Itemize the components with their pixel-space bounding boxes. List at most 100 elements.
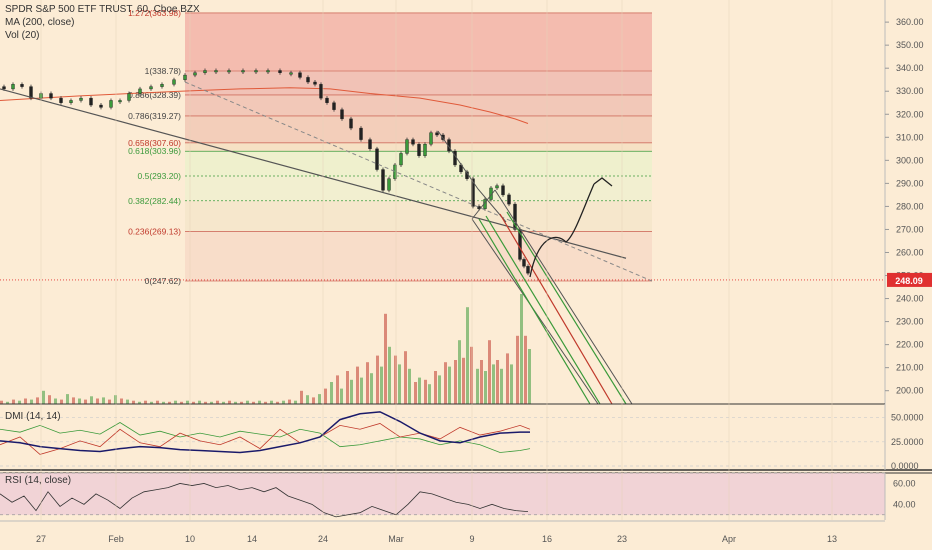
volume-bar: [306, 395, 309, 404]
volume-bar: [72, 397, 75, 404]
volume-bar: [480, 360, 483, 404]
volume-bar: [324, 388, 327, 404]
volume-bar: [138, 401, 141, 404]
price-axis-label: 290.00: [896, 178, 924, 188]
candle-body: [405, 139, 409, 154]
adx-line: [0, 411, 530, 454]
time-axis-label: 23: [617, 534, 627, 544]
time-axis-label: 9: [469, 534, 474, 544]
price-axis-label: 220.00: [896, 340, 924, 350]
volume-bar: [36, 397, 39, 404]
volume-bar: [330, 382, 333, 404]
volume-bar: [448, 366, 451, 404]
rsi-axis-label: 60.00: [893, 478, 916, 488]
last-price-label: 248.09: [895, 276, 923, 286]
volume-bar: [360, 377, 363, 404]
volume-bar: [246, 400, 249, 404]
fib-zone: [185, 200, 652, 232]
candle-body: [332, 102, 336, 110]
volume-bar: [186, 400, 189, 404]
ma-legend: MA (200, close): [5, 17, 75, 28]
volume-bar: [222, 401, 225, 404]
candle-body: [411, 139, 415, 145]
volume-bar: [84, 399, 87, 404]
candle-body: [149, 86, 153, 90]
fib-level-label: 0(247.62): [145, 276, 182, 286]
volume-bar: [90, 396, 93, 404]
volume-bar: [428, 384, 431, 404]
candle-body: [118, 100, 122, 103]
volume-bar: [96, 398, 99, 404]
volume-bar: [282, 400, 285, 404]
candle-body: [298, 72, 302, 78]
price-axis-label: 320.00: [896, 109, 924, 119]
volume-bar: [376, 355, 379, 404]
projection-arrowhead: [593, 177, 613, 187]
price-axis-label: 340.00: [896, 63, 924, 73]
volume-bar: [252, 401, 255, 404]
volume-bar: [42, 390, 45, 404]
volume-bar: [300, 390, 303, 404]
volume-bar: [192, 401, 195, 404]
volume-bar: [434, 371, 437, 404]
candle-body: [501, 185, 505, 196]
volume-bar: [454, 360, 457, 404]
volume-bar: [424, 379, 427, 404]
candle-body: [313, 81, 317, 85]
fib-zone: [185, 231, 652, 281]
volume-bar: [114, 395, 117, 404]
fib-level-label: 0.618(303.96): [128, 146, 181, 156]
candle-body: [429, 132, 433, 145]
candle-body: [495, 185, 499, 189]
volume-bar: [476, 368, 479, 404]
rsi-band: [0, 473, 885, 515]
volume-bar: [380, 366, 383, 404]
candle-body: [522, 259, 526, 267]
time-axis-label: Apr: [722, 534, 736, 544]
volume-bar: [6, 401, 9, 404]
volume-bar: [54, 398, 57, 404]
candle-body: [319, 84, 323, 99]
volume-bar: [370, 373, 373, 404]
volume-bar: [350, 379, 353, 404]
candle-body: [227, 70, 231, 73]
ma-200-line: [0, 87, 529, 124]
last-price-tag: [887, 272, 932, 287]
volume-bar: [210, 401, 213, 404]
fib-level-label: 0.5(293.20): [138, 171, 182, 181]
time-axis-label: 10: [185, 534, 195, 544]
volume-bar: [398, 364, 401, 404]
volume-bar: [366, 362, 369, 404]
volume-bar: [336, 375, 339, 404]
volume-bar: [444, 362, 447, 404]
volume-bar: [60, 399, 63, 404]
candle-body: [214, 70, 218, 73]
candle-body: [109, 100, 113, 108]
channel-green-2: [485, 215, 601, 405]
volume-bar: [470, 346, 473, 404]
volume-bar: [408, 368, 411, 404]
candle-body: [11, 84, 15, 90]
volume-bar: [346, 371, 349, 404]
fib-zone: [185, 115, 652, 143]
dmi-axis-label: 0.0000: [891, 461, 919, 471]
price-axis-label: 270.00: [896, 224, 924, 234]
volume-bar: [204, 401, 207, 404]
volume-bar: [404, 351, 407, 404]
rsi-legend: RSI (14, close): [5, 475, 72, 486]
price-axis-label: 260.00: [896, 247, 924, 257]
volume-bar: [102, 397, 105, 404]
fib-level-label: 0.886(328.39): [128, 90, 181, 100]
time-axis-label: 27: [36, 534, 46, 544]
price-axis-label: 310.00: [896, 132, 924, 142]
time-axis-label: Mar: [388, 534, 404, 544]
volume-bar: [108, 399, 111, 404]
candle-body: [266, 70, 270, 73]
volume-bar: [126, 399, 129, 404]
fib-level-label: 0.382(282.44): [128, 196, 181, 206]
candle-body: [349, 118, 353, 129]
volume-bar: [492, 364, 495, 404]
volume-bar: [340, 388, 343, 404]
price-axis-label: 200.00: [896, 386, 924, 396]
